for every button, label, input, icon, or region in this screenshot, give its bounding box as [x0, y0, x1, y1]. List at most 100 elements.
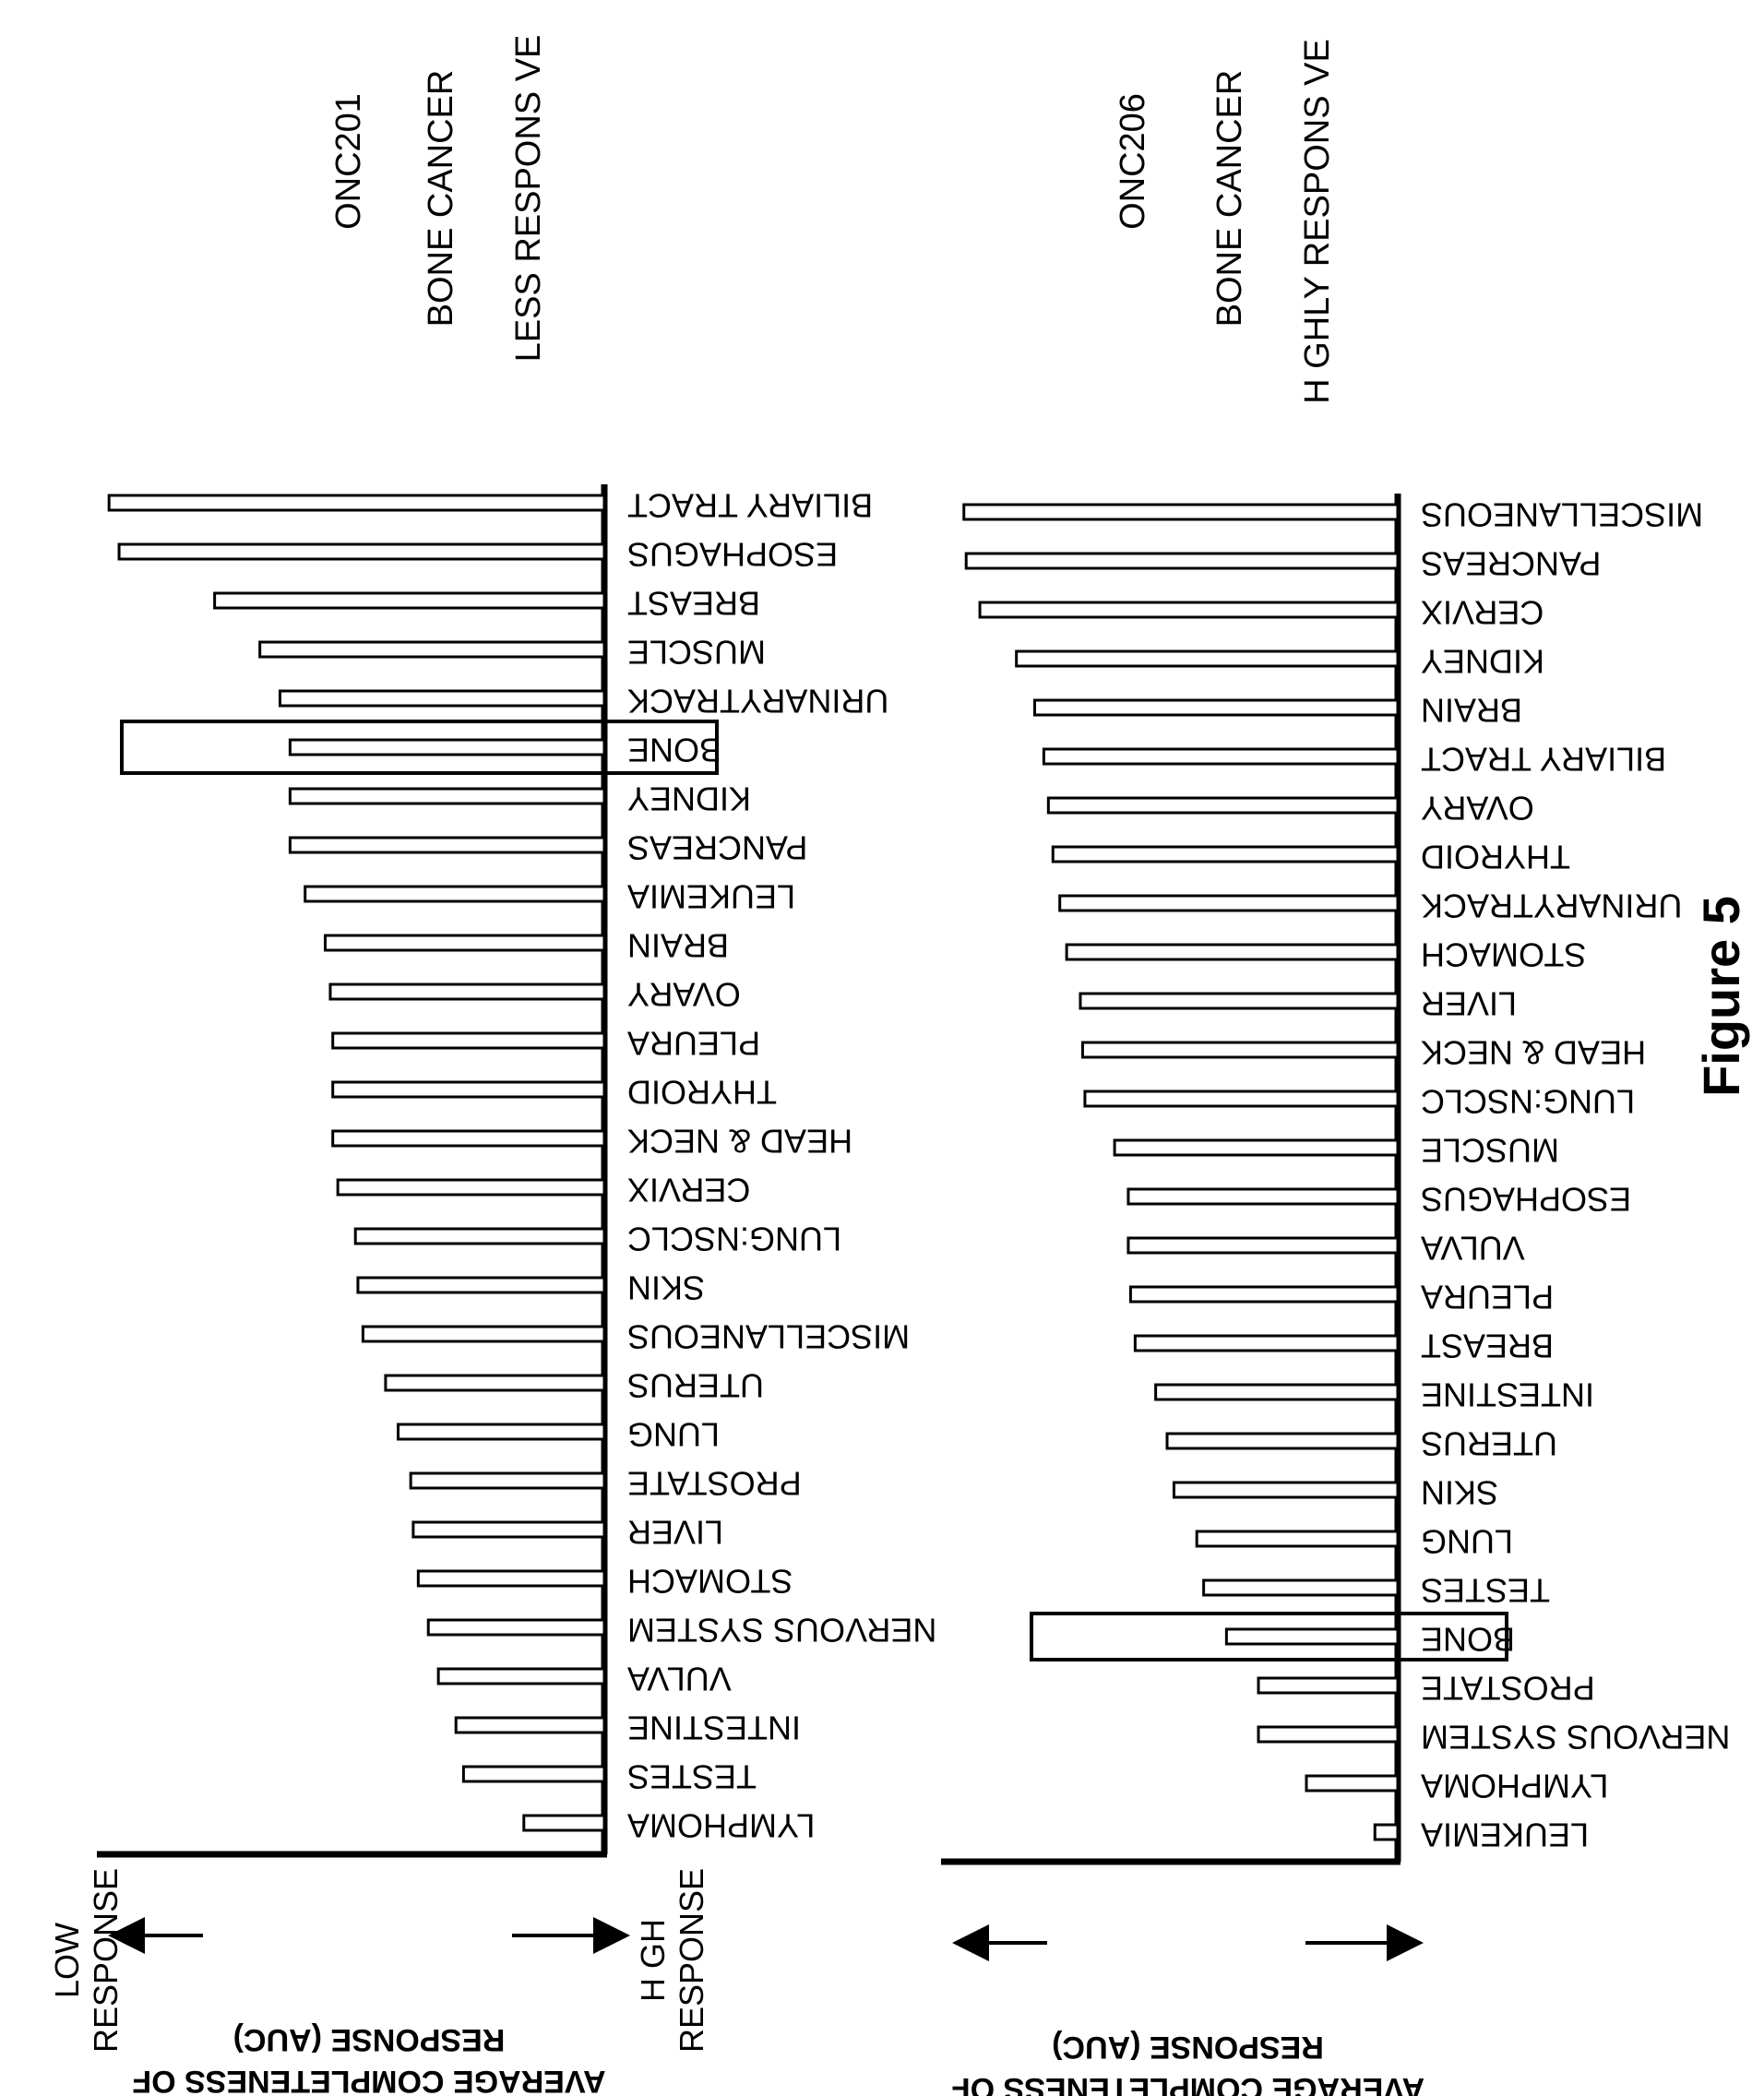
bar-miscellaneous — [962, 503, 1400, 521]
category-label-lung: LUNG — [627, 1415, 720, 1453]
category-label-miscellaneous: MISCELLANEOUS — [1421, 495, 1703, 533]
bar-intestine — [454, 1716, 606, 1734]
category-label-ovary: OVARY — [627, 975, 741, 1013]
bar-muscle — [1113, 1138, 1400, 1157]
category-label-stomach: STOMACH — [627, 1562, 793, 1600]
highlight-box — [1030, 1612, 1508, 1661]
category-label-cervix: CERVIX — [1421, 593, 1544, 631]
x-axis-label-line2: RESPONSE (AUC) — [1052, 2030, 1324, 2065]
bar-ovary — [328, 982, 606, 1001]
category-label-thyroid: THYROID — [1421, 838, 1570, 875]
category-label-ovary: OVARY — [1421, 789, 1534, 827]
low-response-label-0: LOW — [48, 1923, 86, 1998]
bar-skin — [1172, 1481, 1400, 1499]
category-label-biliary-tract: BILIARY TRACT — [1421, 740, 1666, 778]
bar-prostate — [1257, 1676, 1400, 1695]
bar-esophagus — [117, 542, 606, 561]
category-label-thyroid: THYROID — [627, 1073, 777, 1111]
onc206-panel: MISCELLANEOUS PANCREAS CERVIX KIDNEY BRAIN BI… — [941, 39, 1730, 2096]
bar-vulva — [1126, 1236, 1400, 1255]
annotation-2: LESS RESPONS VE — [509, 35, 548, 363]
bar-cervix — [978, 601, 1400, 619]
bar-bone — [288, 738, 606, 756]
high-response-label-0: H GH — [634, 1919, 672, 2002]
category-label-intestine: INTESTINE — [1421, 1376, 1594, 1413]
bar-uterus — [1165, 1432, 1400, 1450]
bar-biliary-tract — [1042, 747, 1400, 766]
bar-urinarytrack — [1058, 894, 1400, 912]
category-label-breast: BREAST — [1421, 1327, 1554, 1364]
bar-head-neck — [1080, 1041, 1400, 1059]
bar-leukemia — [1373, 1823, 1400, 1841]
category-label-bone: BONE — [627, 731, 721, 768]
category-label-uterus: UTERUS — [1421, 1424, 1557, 1462]
category-label-bone: BONE — [1421, 1620, 1515, 1658]
bar-uterus — [384, 1374, 606, 1392]
category-label-urinarytrack: URINARYTRACK — [627, 682, 888, 720]
bar-lung-nsclc — [1083, 1090, 1400, 1108]
bar-stomach — [416, 1569, 606, 1588]
bar-skin — [356, 1276, 606, 1294]
category-label-lymphoma: LYMPHOMA — [1421, 1767, 1608, 1804]
category-label-testes: TESTES — [627, 1757, 757, 1795]
category-label-pancreas: PANCREAS — [1421, 544, 1601, 582]
bar-lung — [1195, 1530, 1400, 1548]
category-label-liver: LIVER — [627, 1513, 723, 1551]
bar-vulva — [436, 1667, 606, 1685]
bar-biliary-tract — [107, 494, 606, 512]
category-label-brain: BRAIN — [1421, 691, 1522, 729]
bar-nervous-system — [426, 1618, 606, 1637]
category-label-liver: LIVER — [1421, 984, 1517, 1022]
category-label-lung-nsclc: LUNG:NSCLC — [1421, 1082, 1635, 1120]
category-label-head-neck: HEAD & NECK — [1421, 1033, 1646, 1071]
bar-thyroid — [1051, 845, 1400, 863]
category-label-head-neck: HEAD & NECK — [627, 1122, 852, 1160]
bar-breast — [213, 591, 606, 610]
annotation-2: H GHLY RESPONS VE — [1298, 39, 1337, 404]
bar-brain — [324, 934, 606, 952]
category-label-cervix: CERVIX — [627, 1171, 750, 1209]
annotation-1: BONE CANCER — [422, 70, 460, 328]
x-axis-label-line1: AVERAGE COMPLETENESS OF — [132, 2064, 605, 2096]
bar-prostate — [409, 1471, 606, 1490]
onc201-panel: BILIARY TRACT ESOPHAGUS BREAST MUSCLE URINAR… — [48, 35, 936, 2096]
bar-pleura — [1128, 1285, 1400, 1304]
category-label-stomach: STOMACH — [1421, 935, 1586, 973]
bar-lymphoma — [522, 1814, 606, 1832]
category-label-skin: SKIN — [1421, 1473, 1498, 1511]
category-label-muscle: MUSCLE — [1421, 1131, 1559, 1169]
category-label-intestine: INTESTINE — [627, 1709, 801, 1746]
category-label-nervous-system: NERVOUS SYSTEM — [627, 1611, 936, 1649]
bar-lung — [397, 1423, 606, 1441]
bar-bone — [1224, 1627, 1400, 1646]
bar-esophagus — [1126, 1187, 1400, 1206]
bar-kidney — [1015, 649, 1400, 668]
annotation-0: ONC201 — [329, 93, 368, 230]
bar-kidney — [288, 787, 606, 805]
category-label-vulva: VULVA — [627, 1660, 732, 1697]
bar-ovary — [1046, 796, 1400, 815]
bar-pancreas — [964, 552, 1400, 570]
annotation-1: BONE CANCER — [1210, 70, 1249, 328]
category-label-kidney: KIDNEY — [1421, 642, 1544, 680]
bar-head-neck — [331, 1129, 606, 1148]
category-label-urinarytrack: URINARYTRACK — [1421, 887, 1682, 924]
category-label-pancreas: PANCREAS — [627, 828, 807, 866]
x-axis-label-line2: RESPONSE (AUC) — [233, 2022, 506, 2057]
category-label-prostate: PROSTATE — [1421, 1669, 1595, 1707]
bar-cervix — [336, 1178, 606, 1197]
category-label-nervous-system: NERVOUS SYSTEM — [1421, 1718, 1730, 1756]
category-label-vulva: VULVA — [1421, 1229, 1525, 1267]
bar-brain — [1032, 698, 1400, 717]
bar-leukemia — [304, 885, 606, 903]
bar-testes — [1202, 1578, 1400, 1597]
category-label-esophagus: ESOPHAGUS — [627, 535, 838, 573]
bar-intestine — [1154, 1383, 1400, 1401]
category-label-esophagus: ESOPHAGUS — [1421, 1180, 1631, 1218]
category-label-breast: BREAST — [627, 584, 760, 622]
category-label-skin: SKIN — [627, 1268, 705, 1306]
bar-pancreas — [288, 836, 606, 854]
category-label-brain: BRAIN — [627, 926, 729, 964]
bar-testes — [461, 1765, 606, 1783]
